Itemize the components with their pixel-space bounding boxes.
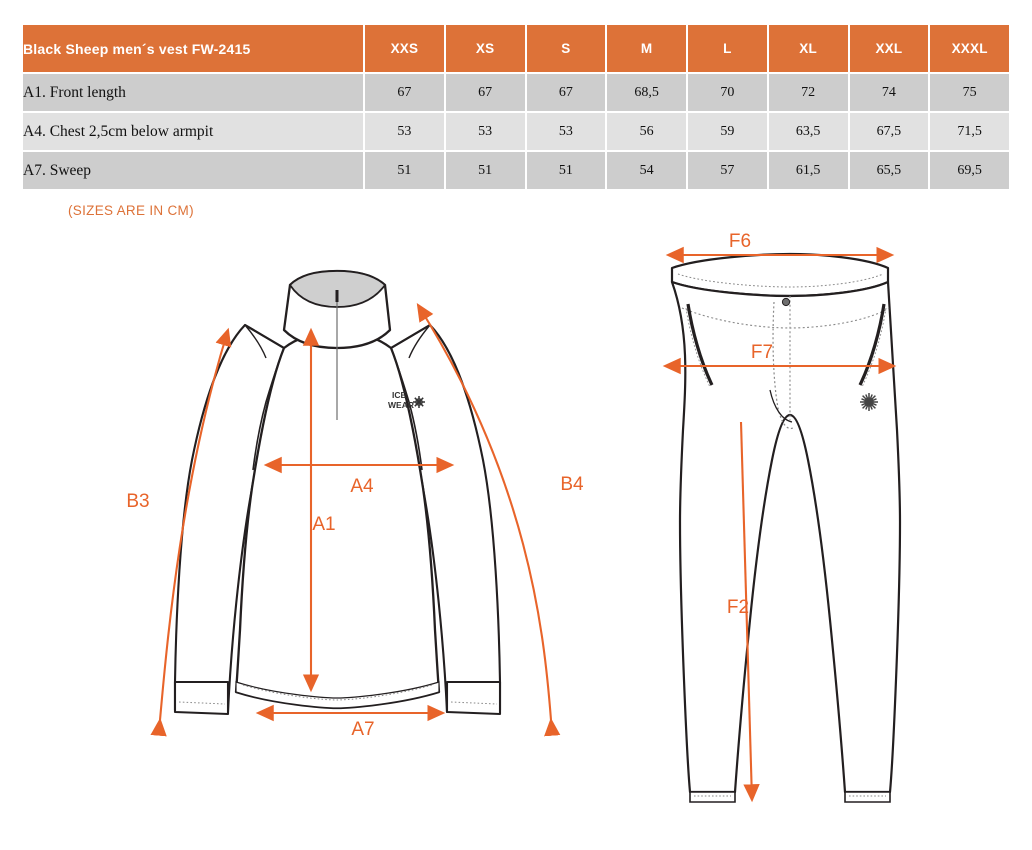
table-body: A1. Front length 67 67 67 68,5 70 72 74 … (23, 74, 1009, 189)
cell-a7-xxxl: 69,5 (930, 152, 1009, 189)
size-header-xs: XS (445, 25, 525, 72)
measurements-table: Black Sheep men´s vest FW-2415 XXS XS S … (21, 23, 1011, 191)
left-shoulder-line (244, 324, 285, 349)
f2-measure-line (739, 421, 760, 803)
cell-a7-m: 54 (607, 152, 686, 189)
cell-a4-s: 53 (526, 113, 606, 150)
waist-button (781, 297, 791, 307)
left-cuff (173, 680, 230, 716)
units-note: (SIZES ARE IN CM) (68, 203, 194, 218)
fly-curve (769, 389, 793, 423)
cell-a1-xxs: 67 (365, 74, 444, 111)
row-label-a7: A7. Sweep (23, 152, 363, 189)
size-header-xl: XL (768, 25, 848, 72)
cell-a7-xxl: 65,5 (849, 152, 929, 189)
table-header: Black Sheep men´s vest FW-2415 XXS XS S … (23, 25, 1009, 72)
cell-a1-m: 68,5 (607, 74, 686, 111)
cell-a7-xs: 51 (445, 152, 525, 189)
size-header-xxl: XXL (849, 25, 929, 72)
left-hem (689, 791, 736, 803)
left-shoulder-dart (244, 324, 267, 359)
left-raglan-seam (252, 347, 285, 471)
size-header-m: M (607, 25, 686, 72)
right-pocket (858, 303, 886, 386)
cell-a1-l: 70 (688, 74, 767, 111)
f7-label: F7 (751, 342, 773, 363)
size-header-xxs: XXS (365, 25, 444, 72)
row-label-a4: A4. Chest 2,5cm below armpit (23, 113, 363, 150)
size-chart-table: Black Sheep men´s vest FW-2415 XXS XS S … (21, 23, 1011, 191)
table-row: A1. Front length 67 67 67 68,5 70 72 74 … (23, 74, 1009, 111)
hem-stitch (242, 684, 433, 701)
pants-illustration: F6 F7 F2 (662, 231, 902, 803)
cell-a4-xxs: 53 (365, 113, 444, 150)
f6-label: F6 (729, 231, 751, 252)
pants-body (670, 280, 902, 794)
size-header-s: S (526, 25, 606, 72)
cell-a1-xs: 67 (445, 74, 525, 111)
fly-stitch (772, 301, 794, 430)
cell-a4-xs: 53 (445, 113, 525, 150)
table-row: A4. Chest 2,5cm below armpit 53 53 53 56… (23, 113, 1009, 150)
snowflake-icon (860, 393, 878, 411)
a1-label: A1 (312, 514, 335, 535)
left-pocket-stitch (685, 307, 711, 388)
cell-a4-xxxl: 71,5 (930, 113, 1009, 150)
b3-measure-line (150, 327, 232, 737)
cell-a1-xxxl: 75 (930, 74, 1009, 111)
waistband-stitch (677, 273, 884, 288)
table-row: A7. Sweep 51 51 51 54 57 61,5 65,5 69,5 (23, 152, 1009, 189)
a4-label: A4 (350, 476, 374, 497)
vest-illustration: ICE WEAR B3 B4 A4 A1 A7 (126, 269, 584, 740)
cell-a7-xxs: 51 (365, 152, 444, 189)
f2-label: F2 (727, 597, 749, 618)
b4-label: B4 (560, 474, 584, 495)
a7-label: A7 (351, 719, 374, 740)
cell-a1-xl: 72 (768, 74, 848, 111)
table-header-row: Black Sheep men´s vest FW-2415 XXS XS S … (23, 25, 1009, 72)
row-label-a1: A1. Front length (23, 74, 363, 111)
cell-a4-xxl: 67,5 (849, 113, 929, 150)
right-pocket-stitch (861, 307, 887, 388)
right-cuff (445, 680, 502, 716)
b3-label: B3 (126, 491, 149, 512)
cell-a1-xxl: 74 (849, 74, 929, 111)
cell-a4-xl: 63,5 (768, 113, 848, 150)
brand-text-ice: ICE (392, 390, 407, 400)
right-hem (844, 791, 891, 803)
cell-a7-l: 57 (688, 152, 767, 189)
garment-diagrams: ICE WEAR B3 B4 A4 A1 A7 (0, 230, 1032, 850)
b4-measure-line (416, 303, 561, 737)
cell-a7-xl: 61,5 (768, 152, 848, 189)
table-title-header: Black Sheep men´s vest FW-2415 (23, 25, 363, 72)
brand-text-wear: WEAR (388, 400, 414, 410)
left-pocket (686, 303, 714, 386)
collar-opening (288, 270, 387, 308)
cell-a7-s: 51 (526, 152, 606, 189)
cell-a4-l: 59 (688, 113, 767, 150)
size-header-l: L (688, 25, 767, 72)
cell-a1-s: 67 (526, 74, 606, 111)
size-header-xxxl: XXXL (930, 25, 1009, 72)
cell-a4-m: 56 (607, 113, 686, 150)
